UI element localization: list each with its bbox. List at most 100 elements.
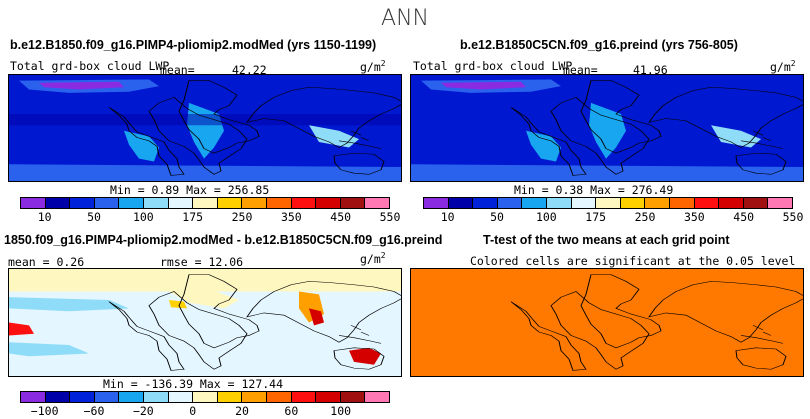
colorbar-tick-label: 250 xyxy=(231,210,253,224)
map-ttest-svg xyxy=(411,269,803,376)
colorbar-absolute-right xyxy=(423,197,793,209)
panel-case-title: b.e12.B1850.f09_g16.PIMP4-pliomip2.modMe… xyxy=(10,38,377,52)
fill-band-subtropic xyxy=(9,114,401,126)
fill-band-arctic xyxy=(39,81,124,90)
colorbar-tick-label: 10 xyxy=(440,210,455,224)
colorbar-swatch-0 xyxy=(21,392,46,402)
panel-mean-label: mean= xyxy=(563,63,598,77)
panel-case-title: 1850.f09_g16.PIMP4-pliomip2.modMed - b.e… xyxy=(4,233,443,247)
colorbar-swatch-10 xyxy=(266,392,292,402)
colorbar-swatch-1 xyxy=(448,198,474,208)
colorbar-tick-label: 60 xyxy=(284,404,299,418)
colorbar-ticks-difference: −100 −60 −20 0 20 60 100 xyxy=(20,404,388,418)
panel-mean-text: mean = 0.26 xyxy=(8,255,85,269)
fill-band-pos-high xyxy=(309,308,324,326)
colorbar-swatch-7 xyxy=(193,198,218,208)
colorbar-tick-label: 20 xyxy=(235,404,249,418)
colorbar-swatch-11 xyxy=(291,392,317,402)
fill-band-pos-australia xyxy=(349,347,381,365)
fill-band-samerica xyxy=(124,130,159,162)
colorbar-tick-label: 100 xyxy=(132,210,154,224)
colorbar-swatch-10 xyxy=(266,198,292,208)
colorbar-swatch-14 xyxy=(365,198,389,208)
colorbar-swatch-12 xyxy=(719,198,744,208)
colorbar-swatch-14 xyxy=(768,198,792,208)
colorbar-tick-label: −60 xyxy=(83,404,105,418)
colorbar-swatch-3 xyxy=(94,392,120,402)
colorbar-ticks-left: 10 50 100 175 250 350 450 550 xyxy=(20,210,401,224)
map-preind-svg xyxy=(411,75,803,181)
colorbar-tick-label: 10 xyxy=(37,210,52,224)
colorbar-tick-label: 50 xyxy=(490,210,504,224)
panel-mean-value: 41.96 xyxy=(633,63,668,77)
colorbar-swatch-4 xyxy=(119,392,144,402)
colorbar-swatch-11 xyxy=(694,198,720,208)
fill-significant xyxy=(411,269,803,376)
fill-band-africa xyxy=(589,102,626,159)
colorbar-tick-label: 250 xyxy=(634,210,656,224)
panel-ttest-subtitle: Colored cells are significant at the 0.0… xyxy=(470,254,796,268)
panel-variable-label: Total grd-box cloud LWP xyxy=(413,59,573,73)
colorbar-swatch-9 xyxy=(242,198,267,208)
panel-units: g/m2 xyxy=(360,59,386,74)
colorbar-swatch-6 xyxy=(571,198,597,208)
colorbar-tick-label: 350 xyxy=(280,210,302,224)
fill-band-south xyxy=(9,164,401,181)
colorbar-swatch-2 xyxy=(70,198,95,208)
panel-mean-label: mean= xyxy=(160,63,195,77)
colorbar-swatch-7 xyxy=(193,392,218,402)
colorbar-swatch-10 xyxy=(669,198,695,208)
colorbar-swatch-2 xyxy=(70,392,95,402)
panel-variable-label: Total grd-box cloud LWP xyxy=(10,59,170,73)
colorbar-swatch-9 xyxy=(645,198,670,208)
map-difference-svg xyxy=(9,269,401,376)
panel-rmse-text: rmse = 12.06 xyxy=(160,255,244,269)
colorbar-swatch-5 xyxy=(143,198,169,208)
colorbar-swatch-12 xyxy=(316,392,341,402)
fill-band-pos-low xyxy=(9,269,401,292)
colorbar-swatch-13 xyxy=(743,198,769,208)
colorbar-tick-label: 100 xyxy=(535,210,557,224)
colorbar-tick-label: −20 xyxy=(132,404,154,418)
panel-units: g/m2 xyxy=(770,59,796,74)
panel-minmax: Min = 0.89 Max = 256.85 xyxy=(110,183,270,197)
colorbar-swatch-4 xyxy=(119,198,144,208)
panel-mean-value: 42.22 xyxy=(232,63,267,77)
colorbar-swatch-5 xyxy=(546,198,572,208)
colorbar-swatch-12 xyxy=(316,198,341,208)
colorbar-swatch-1 xyxy=(45,198,71,208)
colorbar-swatch-8 xyxy=(217,198,243,208)
colorbar-swatch-8 xyxy=(620,198,646,208)
colorbar-swatch-6 xyxy=(168,392,194,402)
panel-ttest-title: T-test of the two means at each grid poi… xyxy=(483,233,730,247)
colorbar-absolute-left xyxy=(20,197,390,209)
fill-band-arctic xyxy=(441,81,526,90)
colorbar-tick-label: −100 xyxy=(30,404,59,418)
colorbar-tick-label: 450 xyxy=(733,210,755,224)
colorbar-tick-label: 175 xyxy=(182,210,204,224)
fill-band-neg-south xyxy=(9,342,89,357)
panel-case-title: b.e12.B1850C5CN.f09_g16.preind (yrs 756-… xyxy=(460,38,738,52)
panel-minmax: Min = 0.38 Max = 276.49 xyxy=(514,183,674,197)
colorbar-swatch-0 xyxy=(21,198,46,208)
colorbar-tick-label: 350 xyxy=(683,210,705,224)
fill-band-pos-mid xyxy=(169,299,187,309)
colorbar-swatch-7 xyxy=(596,198,621,208)
map-preind-lwp xyxy=(410,74,804,182)
fill-band-pos-africa xyxy=(159,285,239,309)
colorbar-swatch-8 xyxy=(217,392,243,402)
colorbar-tick-label: 50 xyxy=(87,210,101,224)
colorbar-swatch-13 xyxy=(340,392,366,402)
panel-units: g/m2 xyxy=(360,251,386,266)
colorbar-swatch-0 xyxy=(424,198,449,208)
colorbar-tick-label: 175 xyxy=(585,210,607,224)
colorbar-swatch-5 xyxy=(143,392,169,402)
colorbar-tick-label: 450 xyxy=(330,210,352,224)
fill-band-south xyxy=(411,164,803,181)
fill-band-samerica xyxy=(526,130,561,162)
map-modmed-svg xyxy=(9,75,401,181)
map-ttest xyxy=(410,268,804,377)
colorbar-difference xyxy=(20,391,390,403)
panel-minmax: Min = -136.39 Max = 127.44 xyxy=(103,377,284,391)
colorbar-swatch-4 xyxy=(522,198,547,208)
